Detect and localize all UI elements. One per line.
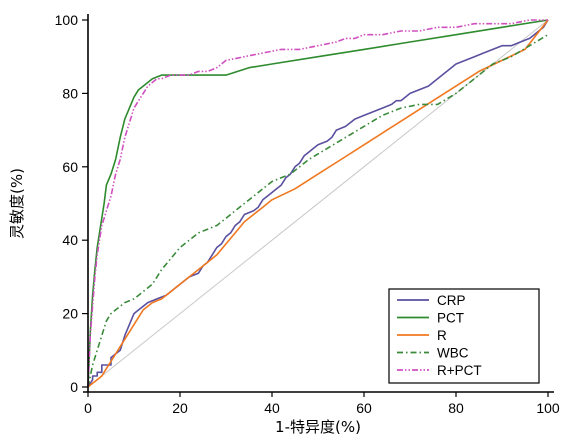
y-tick-label: 100 xyxy=(55,12,79,28)
y-tick-label: 60 xyxy=(62,159,78,175)
x-axis-label: 1-特异度(%) xyxy=(275,418,361,436)
y-tick-label: 20 xyxy=(62,306,78,322)
series-line-crp xyxy=(87,19,549,388)
x-tick-label: 60 xyxy=(356,400,372,416)
x-tick-label: 20 xyxy=(172,400,188,416)
legend-label-pct: PCT xyxy=(437,311,464,326)
legend: CRP PCT R WBC R+PCT xyxy=(388,288,540,384)
legend-label-crp: CRP xyxy=(437,293,466,308)
series-line-pct xyxy=(87,19,549,388)
x-tick-label: 100 xyxy=(536,400,560,416)
legend-box xyxy=(388,288,540,384)
y-tick-label: 40 xyxy=(62,232,78,248)
x-tick-label: 0 xyxy=(84,400,92,416)
series-lines-group xyxy=(87,19,549,388)
y-tick-label: 80 xyxy=(62,85,78,101)
y-axis-label: 灵敏度(%) xyxy=(8,168,26,239)
axes-group xyxy=(83,14,554,393)
x-tick-label: 40 xyxy=(264,400,280,416)
y-tick-label: 0 xyxy=(70,379,78,395)
legend-label-r: R xyxy=(437,328,447,343)
x-tick-label: 80 xyxy=(448,400,464,416)
legend-label-wbc: WBC xyxy=(437,346,469,361)
series-line-wbc xyxy=(87,34,549,388)
series-line-r xyxy=(87,19,549,388)
legend-label-r-pct: R+PCT xyxy=(437,363,482,378)
tick-labels-group: 0 20 40 60 80 100 0 20 40 60 80 100 xyxy=(55,12,560,416)
